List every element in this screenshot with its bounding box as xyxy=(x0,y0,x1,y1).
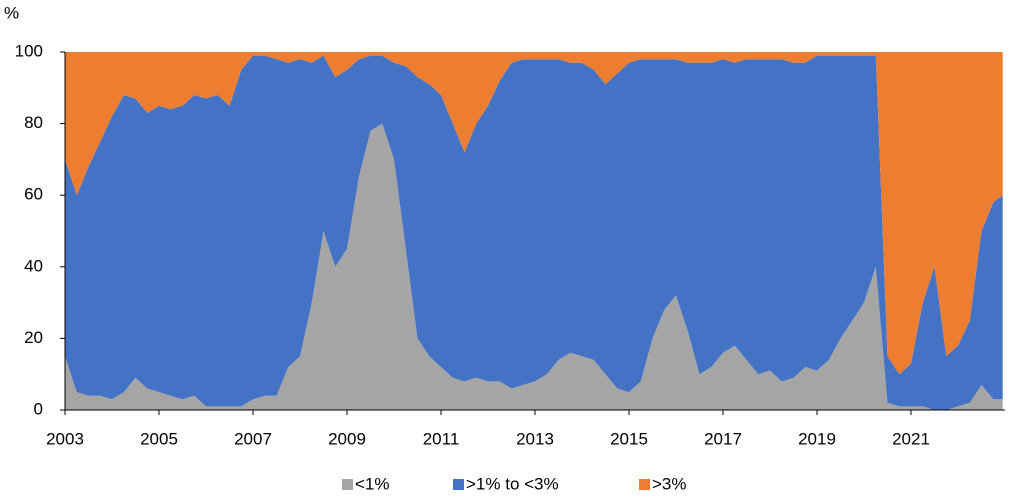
x-tick-label: 2017 xyxy=(704,429,742,448)
y-tick-label: 60 xyxy=(24,185,43,204)
x-tick-label: 2007 xyxy=(234,429,272,448)
area xyxy=(65,52,1003,375)
legend-swatch xyxy=(453,479,464,490)
x-tick-label: 2009 xyxy=(328,429,366,448)
x-tick-label: 2021 xyxy=(892,429,930,448)
y-tick-label: 40 xyxy=(24,256,43,275)
x-tick-label: 2013 xyxy=(516,429,554,448)
legend-label: <1% xyxy=(355,474,390,493)
x-tick-label: 2005 xyxy=(140,429,178,448)
y-tick-label: 80 xyxy=(24,113,43,132)
legend-swatch xyxy=(639,479,650,490)
y-tick-label: 20 xyxy=(24,328,43,347)
x-tick-label: 2003 xyxy=(46,429,84,448)
y-tick-label: 100 xyxy=(15,41,43,60)
x-tick-label: 2011 xyxy=(423,429,460,448)
legend-label: >1% to <3% xyxy=(466,474,559,493)
x-tick-label: 2015 xyxy=(610,429,648,448)
x-tick-label: 2019 xyxy=(798,429,836,448)
y-unit: % xyxy=(4,3,19,22)
y-tick-label: 0 xyxy=(34,399,43,418)
legend-label: >3% xyxy=(652,474,687,493)
area xyxy=(65,55,1003,410)
legend-swatch xyxy=(342,479,353,490)
